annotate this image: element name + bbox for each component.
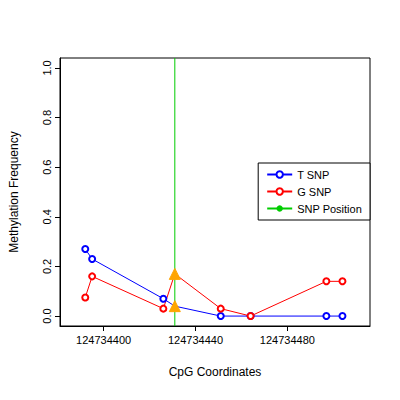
svg-text:124734440: 124734440 xyxy=(168,334,223,346)
svg-text:SNP Position: SNP Position xyxy=(297,203,362,215)
svg-text:CpG Coordinates: CpG Coordinates xyxy=(169,365,262,379)
svg-text:124734480: 124734480 xyxy=(260,334,315,346)
svg-text:0.4: 0.4 xyxy=(41,209,53,224)
svg-text:0.0: 0.0 xyxy=(41,308,53,323)
svg-text:Methylation Frequency: Methylation Frequency xyxy=(7,131,21,252)
svg-text:0.8: 0.8 xyxy=(41,110,53,125)
svg-text:1.0: 1.0 xyxy=(41,60,53,75)
svg-text:G SNP: G SNP xyxy=(297,186,331,198)
svg-text:T SNP: T SNP xyxy=(297,169,329,181)
svg-text:0.6: 0.6 xyxy=(41,160,53,175)
svg-text:0.2: 0.2 xyxy=(41,259,53,274)
svg-text:124734400: 124734400 xyxy=(76,334,131,346)
